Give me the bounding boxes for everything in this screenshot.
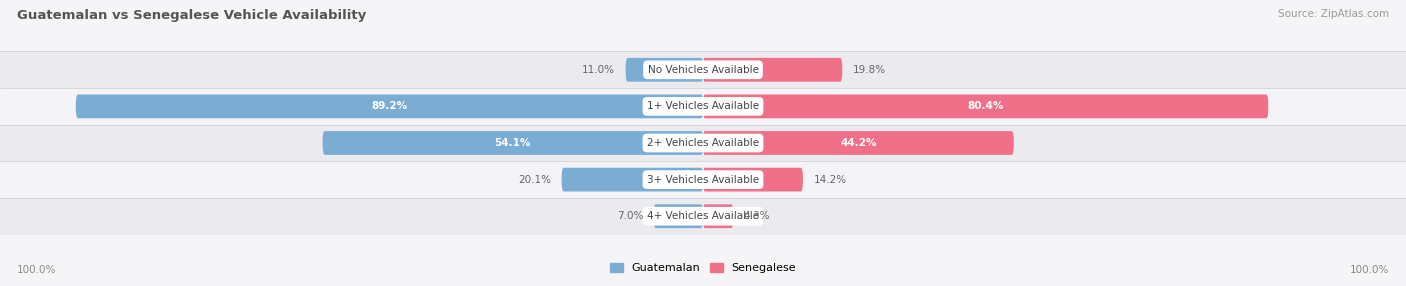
Text: 80.4%: 80.4% [967, 102, 1004, 111]
Text: No Vehicles Available: No Vehicles Available [648, 65, 758, 75]
Text: 2+ Vehicles Available: 2+ Vehicles Available [647, 138, 759, 148]
Legend: Guatemalan, Senegalese: Guatemalan, Senegalese [605, 258, 801, 278]
Text: 19.8%: 19.8% [852, 65, 886, 75]
Text: 7.0%: 7.0% [617, 211, 644, 221]
FancyBboxPatch shape [76, 94, 703, 118]
Text: 3+ Vehicles Available: 3+ Vehicles Available [647, 175, 759, 184]
Text: 11.0%: 11.0% [582, 65, 616, 75]
FancyBboxPatch shape [654, 204, 703, 228]
Text: 4+ Vehicles Available: 4+ Vehicles Available [647, 211, 759, 221]
Text: 14.2%: 14.2% [813, 175, 846, 184]
Text: 20.1%: 20.1% [519, 175, 551, 184]
FancyBboxPatch shape [703, 204, 734, 228]
Bar [0, 198, 1406, 235]
FancyBboxPatch shape [322, 131, 703, 155]
Text: 4.3%: 4.3% [744, 211, 770, 221]
Bar [0, 161, 1406, 198]
FancyBboxPatch shape [703, 94, 1268, 118]
Text: 89.2%: 89.2% [371, 102, 408, 111]
Text: 100.0%: 100.0% [17, 265, 56, 275]
Bar [0, 51, 1406, 88]
Text: 54.1%: 54.1% [495, 138, 531, 148]
Bar [0, 88, 1406, 125]
FancyBboxPatch shape [703, 58, 842, 82]
FancyBboxPatch shape [626, 58, 703, 82]
Text: 44.2%: 44.2% [841, 138, 876, 148]
Text: Guatemalan vs Senegalese Vehicle Availability: Guatemalan vs Senegalese Vehicle Availab… [17, 9, 366, 21]
FancyBboxPatch shape [703, 168, 803, 192]
FancyBboxPatch shape [703, 131, 1014, 155]
Text: Source: ZipAtlas.com: Source: ZipAtlas.com [1278, 9, 1389, 19]
FancyBboxPatch shape [561, 168, 703, 192]
Text: 100.0%: 100.0% [1350, 265, 1389, 275]
Text: 1+ Vehicles Available: 1+ Vehicles Available [647, 102, 759, 111]
Bar [0, 125, 1406, 161]
